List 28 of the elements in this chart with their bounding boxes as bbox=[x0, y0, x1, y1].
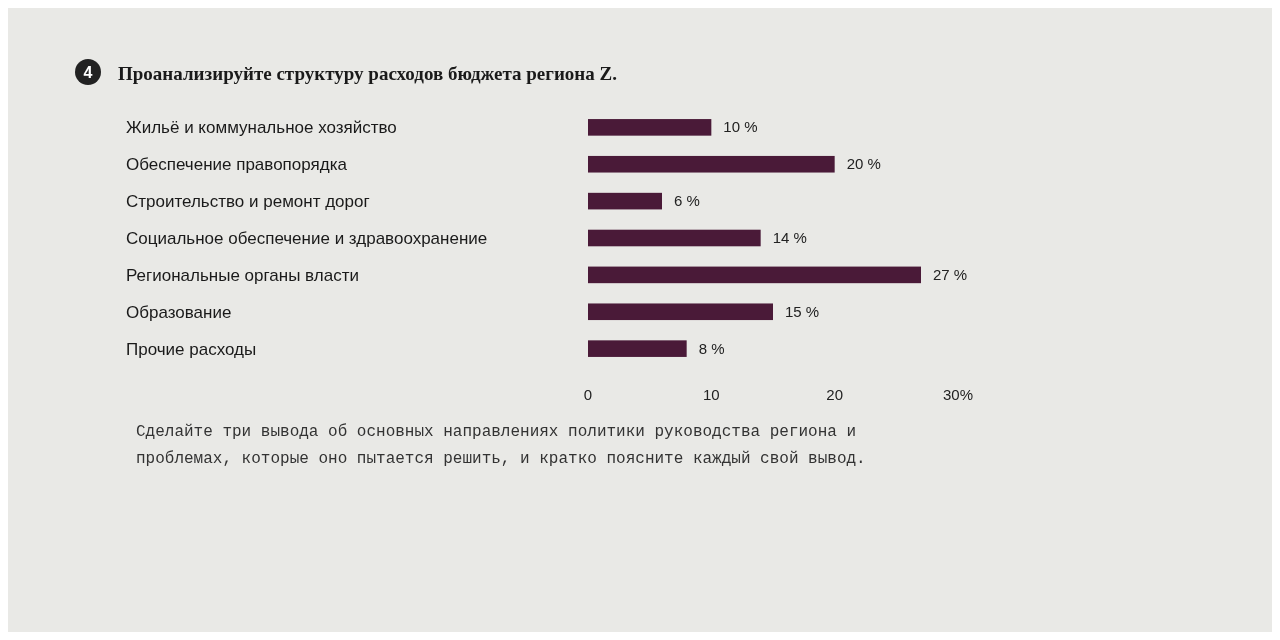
data-label: 27 % bbox=[933, 265, 968, 283]
data-label: 10 % bbox=[723, 118, 758, 136]
bar bbox=[588, 192, 662, 210]
bar bbox=[588, 340, 687, 357]
number-badge: 4 bbox=[75, 59, 101, 85]
x-tick-label: 20 bbox=[826, 386, 844, 403]
data-label: 20 % bbox=[846, 155, 881, 173]
bar bbox=[588, 303, 773, 321]
y-tick-label: Социальное обеспечение и здравоохранение bbox=[126, 229, 488, 248]
bar bbox=[588, 119, 712, 136]
bar bbox=[588, 229, 761, 247]
text: Сделайте три вывода об основных направлениях политики руководства региона и проблемах, которые оно пытается решить, и кратко поясните каждый свой вывод. bbox=[136, 423, 866, 468]
data-label: 15 % bbox=[785, 302, 820, 320]
bar bbox=[588, 155, 835, 173]
data-label: 8 % bbox=[698, 339, 725, 357]
y-tick-label: Региональные органы власти bbox=[126, 265, 359, 285]
data-label: 14 % bbox=[772, 229, 807, 246]
x-tick-label: 30% bbox=[942, 386, 974, 403]
x-tick-label: 0 bbox=[583, 386, 593, 403]
y-tick-label: Обеспечение правопорядка bbox=[126, 155, 348, 175]
text: Проанализируйте структуру расходов бюджета региона Z. bbox=[118, 63, 617, 84]
y-tick-label: Прочие расходы bbox=[126, 339, 257, 359]
x-tick-label: 10 bbox=[702, 386, 720, 403]
y-tick-label: Образование bbox=[126, 302, 232, 322]
bar bbox=[588, 266, 921, 284]
y-tick-label: Жильё и коммунальное хозяйство bbox=[126, 118, 397, 138]
y-tick-label: Строительство и ремонт дорог bbox=[126, 192, 370, 212]
data-label: 6 % bbox=[674, 192, 700, 210]
